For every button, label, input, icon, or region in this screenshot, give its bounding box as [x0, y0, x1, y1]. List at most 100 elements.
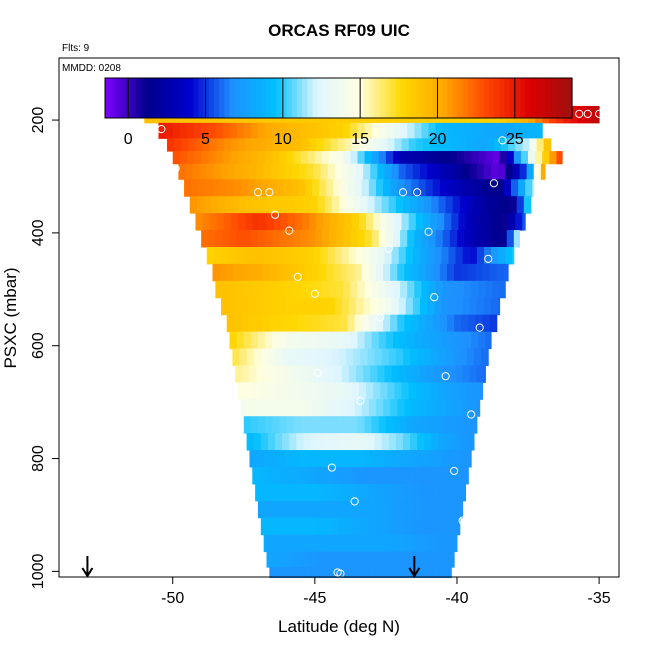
heatmap-cell	[324, 196, 333, 214]
heatmap-cell	[313, 534, 322, 553]
heatmap-cell	[245, 213, 253, 231]
heatmap-cell	[270, 163, 279, 180]
colorbar-segment	[504, 78, 511, 118]
heatmap-cell	[188, 138, 196, 152]
colorbar-segment	[255, 78, 262, 118]
heatmap-cell	[296, 517, 304, 536]
heatmap-cell	[366, 551, 374, 568]
heatmap-cell	[243, 331, 252, 350]
heatmap-cell	[394, 551, 403, 568]
heatmap-cell	[496, 179, 505, 197]
heatmap-cell	[498, 246, 506, 265]
heatmap-cell	[442, 230, 451, 248]
heatmap-cell	[422, 551, 431, 568]
heatmap-cell	[229, 331, 238, 350]
heatmap-cell	[373, 466, 381, 485]
heatmap-cell	[262, 399, 270, 417]
heatmap-cell	[441, 534, 449, 553]
heatmap-cell	[228, 297, 236, 316]
heatmap-cell	[434, 163, 442, 180]
heatmap-cell	[340, 263, 349, 282]
colorbar-segment	[374, 78, 381, 118]
heatmap-cell	[326, 179, 334, 197]
heatmap-cell	[209, 213, 218, 231]
heatmap-cell	[348, 246, 357, 265]
heatmap-cell	[343, 122, 351, 139]
heatmap-cell	[302, 551, 310, 568]
heatmap-cell	[309, 382, 317, 400]
heatmap-cell	[429, 551, 438, 568]
heatmap-cell	[401, 382, 410, 400]
heatmap-cell	[202, 138, 211, 152]
heatmap-cell	[498, 163, 506, 180]
heatmap-cell	[279, 230, 287, 248]
heatmap-cell	[515, 138, 523, 152]
heatmap-cell	[259, 466, 268, 485]
heatmap-cell	[341, 534, 350, 553]
heatmap-cell	[375, 263, 384, 282]
heatmap-cell	[259, 213, 268, 231]
heatmap-cell	[346, 196, 354, 214]
observation-point	[179, 215, 189, 224]
heatmap-cell	[252, 213, 260, 231]
heatmap-cell	[415, 213, 424, 231]
heatmap-cell	[387, 213, 395, 231]
heatmap-cell	[208, 122, 216, 139]
heatmap-cell	[248, 179, 256, 197]
heatmap-cell	[512, 246, 515, 265]
heatmap-cell	[339, 517, 347, 536]
heatmap-cell	[273, 466, 282, 485]
colorbar-segment	[110, 78, 116, 118]
heatmap-cell	[394, 213, 403, 231]
heatmap-cell	[422, 382, 431, 400]
heatmap-cell	[425, 399, 434, 417]
heatmap-cell	[393, 331, 401, 350]
heatmap-cell	[339, 348, 347, 366]
colorbar-segment	[115, 78, 122, 118]
heatmap-cell	[515, 213, 523, 231]
heatmap-cell	[437, 382, 445, 400]
heatmap-cell	[319, 399, 327, 417]
heatmap-cell	[326, 399, 334, 417]
observation-point	[157, 124, 166, 134]
heatmap-cell	[184, 179, 192, 197]
heatmap-cell	[339, 433, 347, 451]
colorbar-segment	[566, 78, 573, 118]
heatmap-cell	[461, 179, 469, 197]
heatmap-cell	[297, 483, 306, 502]
heatmap-cell	[493, 213, 502, 231]
heatmap-cell	[408, 213, 417, 231]
heatmap-cell	[442, 280, 451, 299]
heatmap-cell	[397, 179, 405, 197]
heatmap-cell	[307, 280, 316, 299]
heatmap-cell	[321, 500, 330, 519]
heatmap-cell	[418, 399, 427, 417]
heatmap-cell	[459, 433, 468, 451]
heatmap-cell	[449, 280, 458, 299]
heatmap-cell	[412, 450, 421, 468]
heatmap-cell	[348, 450, 357, 468]
heatmap-cell	[499, 122, 508, 139]
heatmap-cell	[434, 450, 442, 468]
heatmap-cell	[439, 314, 448, 333]
heatmap-cell	[265, 122, 273, 139]
heatmap-cell	[302, 213, 310, 231]
heatmap-cell	[319, 567, 327, 579]
heatmap-cell	[333, 179, 341, 197]
heatmap-cell	[375, 483, 384, 502]
heatmap-cell	[284, 534, 293, 553]
heatmap-cell	[319, 314, 327, 333]
heatmap-cell	[309, 138, 317, 152]
heatmap-cell	[432, 263, 441, 282]
heatmap-cell	[266, 466, 275, 485]
heatmap-cell	[275, 433, 283, 451]
heatmap-cell	[248, 263, 256, 282]
heatmap-cell	[438, 517, 447, 536]
heatmap-cell	[194, 122, 202, 139]
heatmap-cell	[501, 138, 509, 152]
heatmap-cell	[391, 450, 400, 468]
heatmap-cell	[528, 122, 536, 139]
heatmap-cell	[320, 163, 329, 180]
heatmap-cell	[228, 163, 236, 180]
colorbar-segment	[421, 78, 428, 118]
